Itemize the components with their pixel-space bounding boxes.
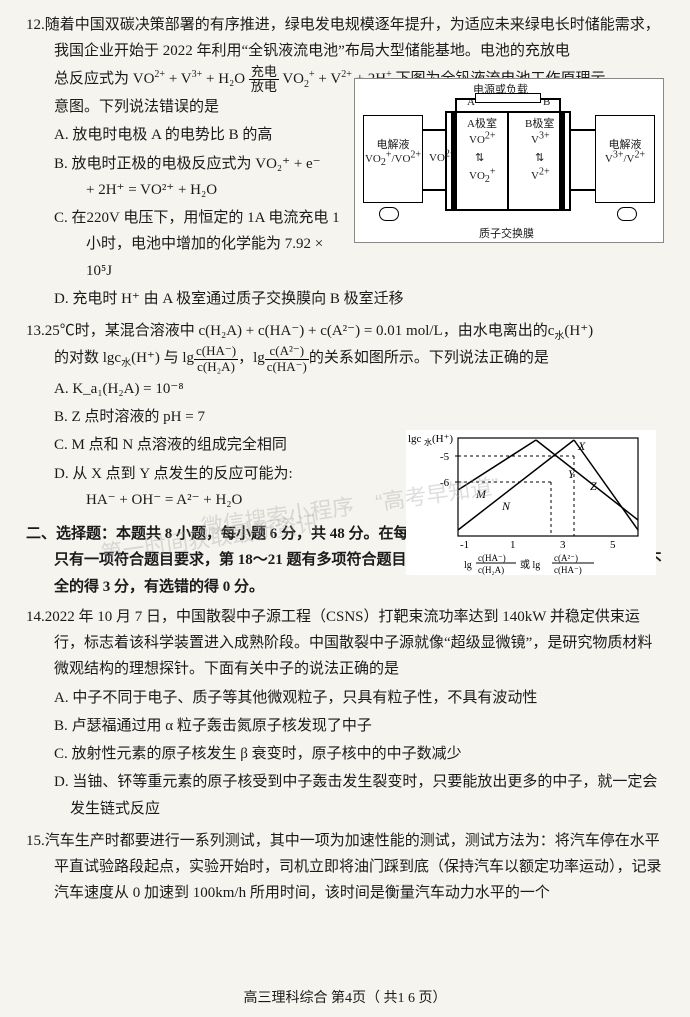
t: 25℃时，某混合溶液中 c(H₂A) + c(HA⁻) + c(A²⁻) = 0… <box>45 323 555 339</box>
t: c(H₂A) <box>194 360 238 374</box>
log-chart: lgc水(H⁺) -5 -6 -1 1 3 5 M N X Y Z lg c(H… <box>406 430 656 575</box>
t: 的关系如图所示。下列说法正确的是 <box>309 351 549 367</box>
t: + H₂O <box>202 71 249 87</box>
q12-stem1: 随着中国双碳决策部署的有序推进，绿电发电规模逐年提升，为适应未来绿电长时储能需求… <box>45 17 660 59</box>
t: 总反应式为 VO <box>54 71 154 87</box>
svg-text:-1: -1 <box>460 539 469 551</box>
q14-stem: 14.2022 年 10 月 7 日，中国散裂中子源工程（CSNS）打靶束流功率… <box>26 604 664 683</box>
svg-text:Z: Z <box>590 479 597 493</box>
q13-stem-line2: 的对数 lgc水(H⁺) 与 lgc(HA⁻)c(H₂A)，lgc(A²⁻)c(… <box>26 344 664 374</box>
frac2: c(A²⁻)c(HA⁻) <box>265 344 309 374</box>
svg-text:X: X <box>577 439 586 453</box>
svg-text:lgc: lgc <box>408 433 422 445</box>
t: ，lg <box>238 351 265 367</box>
page-footer: 高三理科综合 第4页（ 共1 6 页） <box>0 987 690 1012</box>
t: c(HA⁻) <box>265 360 309 374</box>
q14-stem-text: 2022 年 10 月 7 日，中国散裂中子源工程（CSNS）打靶束流功率达到 … <box>45 609 653 678</box>
svg-text:N: N <box>501 499 511 513</box>
t: (H⁺) 与 lg <box>131 351 194 367</box>
t: 放电 <box>249 80 279 94</box>
q12-option-d: D. 充电时 H⁺ 由 A 极室通过质子交换膜向 B 极室迁移 <box>26 286 664 312</box>
svg-text:c(HA⁻): c(HA⁻) <box>478 553 506 563</box>
q13-number: 13. <box>26 323 45 339</box>
t: (H⁺) <box>564 323 593 339</box>
svg-text:-5: -5 <box>440 451 450 463</box>
svg-text:-6: -6 <box>440 477 450 489</box>
q13-option-a: A. K_a₁(H₂A) = 10⁻⁸ <box>26 376 664 402</box>
q12-stem-line1: 12.随着中国双碳决策部署的有序推进，绿电发电规模逐年提升，为适应未来绿电长时储… <box>26 12 664 65</box>
t: 充电 <box>249 65 279 80</box>
label-a: A <box>467 93 475 112</box>
q13-option-b: B. Z 点时溶液的 pH = 7 <box>26 404 664 430</box>
svg-text:或 lg: 或 lg <box>520 559 540 571</box>
svg-text:M: M <box>475 487 487 501</box>
membrane-label: 质子交换膜 <box>479 225 534 244</box>
svg-text:lg: lg <box>464 560 472 571</box>
svg-text:c(HA⁻): c(HA⁻) <box>554 565 582 575</box>
svg-text:c(A²⁻): c(A²⁻) <box>554 553 578 563</box>
q15-number: 15. <box>26 833 45 849</box>
svg-text:3: 3 <box>560 539 566 551</box>
svg-text:c(H₂A): c(H₂A) <box>478 565 504 575</box>
t: c(HA⁻) <box>194 344 238 359</box>
q14-option-b: B. 卢瑟福通过用 α 粒子轰击氮原子核发现了中子 <box>26 713 664 739</box>
svg-text:1: 1 <box>510 539 516 551</box>
q14-option-d: D. 当铀、钚等重元素的原子核受到中子轰击发生裂变时，只要能放出更多的中子，就一… <box>26 769 664 822</box>
label-b: B <box>543 93 550 112</box>
svg-text:(H⁺): (H⁺) <box>432 433 453 445</box>
t: 的对数 lgc <box>54 351 121 367</box>
q14-number: 14. <box>26 609 45 625</box>
t: VO <box>279 71 304 87</box>
question-14: 14.2022 年 10 月 7 日，中国散裂中子源工程（CSNS）打靶束流功率… <box>26 604 664 822</box>
svg-text:水: 水 <box>424 437 432 447</box>
q14-option-c: C. 放射性元素的原子核发生 β 衰变时，原子核中的中子数减少 <box>26 741 664 767</box>
t: c(A²⁻) <box>265 344 309 359</box>
q15-stem: 15.汽车生产时都要进行一系列测试，其中一项为加速性能的测试，测试方法为：将汽车… <box>26 828 664 907</box>
frac1: c(HA⁻)c(H₂A) <box>194 344 238 374</box>
t: + V <box>315 71 342 87</box>
battery-diagram: 电源或负载 A B 电解液VO2+/VO2+ 电解液V3+/V2+ A极室 VO… <box>354 78 664 243</box>
q15-stem-text: 汽车生产时都要进行一系列测试，其中一项为加速性能的测试，测试方法为：将汽车停在水… <box>45 833 662 902</box>
q12-number: 12. <box>26 17 45 33</box>
charge-discharge-frac: 充电放电 <box>249 65 279 95</box>
question-15: 15.汽车生产时都要进行一系列测试，其中一项为加速性能的测试，测试方法为：将汽车… <box>26 828 664 907</box>
q13-stem-line1: 13.25℃时，某混合溶液中 c(H₂A) + c(HA⁻) + c(A²⁻) … <box>26 318 664 344</box>
t: + V <box>165 71 192 87</box>
svg-text:5: 5 <box>610 539 616 551</box>
q14-option-a: A. 中子不同于电子、质子等其他微观粒子，只具有粒子性，不具有波动性 <box>26 685 664 711</box>
